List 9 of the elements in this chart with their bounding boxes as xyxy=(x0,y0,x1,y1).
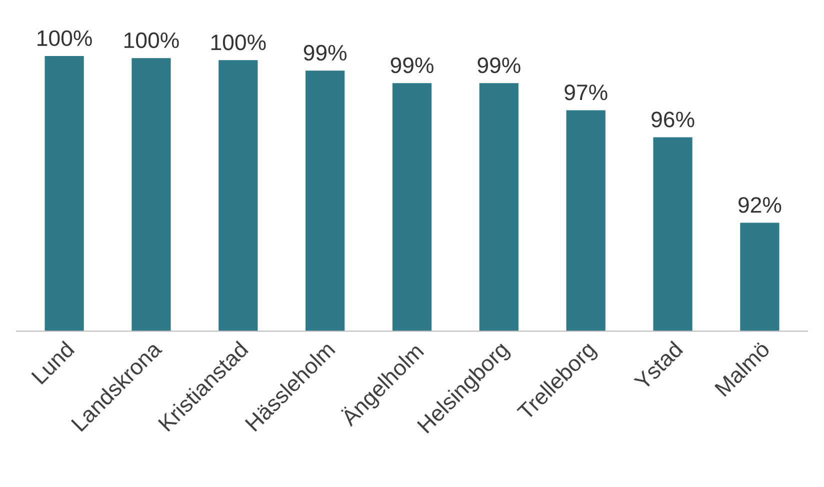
data-label: 99% xyxy=(304,44,347,61)
data-label: 97% xyxy=(564,84,608,100)
data-label: 99% xyxy=(390,57,434,74)
data-label: 99% xyxy=(478,57,520,74)
data-label: 100% xyxy=(38,30,92,46)
data-label: 96% xyxy=(652,112,694,128)
data-label: 100% xyxy=(124,32,179,48)
data-label: 100% xyxy=(211,34,266,50)
data-label: 92% xyxy=(738,197,782,213)
